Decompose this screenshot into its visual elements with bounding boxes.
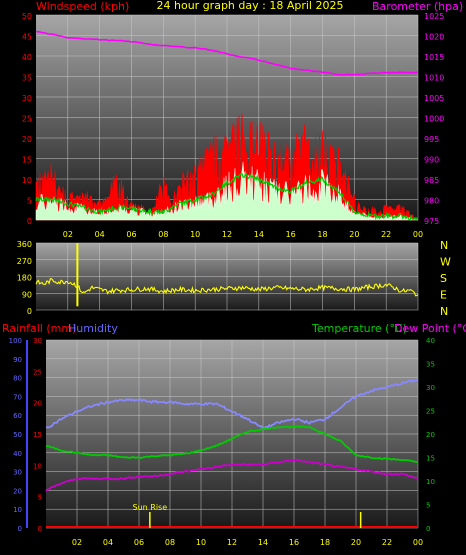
temp-x-tick: 10	[196, 538, 206, 547]
humidity-y-tick: 80	[13, 375, 22, 383]
temp-y-tick: 25	[426, 408, 435, 416]
temp-y-tick: 0	[426, 525, 430, 533]
baro-y-tick: 985	[424, 176, 439, 185]
temp-x-tick: 08	[165, 538, 175, 547]
temp-x-tick: 16	[289, 538, 299, 547]
temp-x-tick: 04	[103, 538, 113, 547]
temp-x-tick: 20	[351, 538, 361, 547]
wind-x-tick: 16	[286, 230, 296, 239]
temperature-series	[45, 425, 419, 464]
wind-x-tick: 00	[413, 230, 423, 239]
wind-y-tick: 30	[22, 94, 32, 103]
humidity-y-tick: 90	[13, 356, 22, 364]
wind-x-tick: 20	[349, 230, 359, 239]
wind-y-tick: 50	[22, 12, 32, 21]
windspeed-label: Windspeed (kph)	[36, 0, 129, 13]
humidity-y-tick: 40	[13, 450, 22, 458]
rain-y-tick: 0	[38, 525, 42, 533]
compass-label: N	[440, 239, 448, 252]
wind-x-tick: 10	[190, 230, 200, 239]
rain-y-tick: 5	[38, 494, 42, 502]
rainfall-label: Rainfall (mm)	[2, 322, 76, 335]
dir-y-tick: 270	[17, 257, 32, 266]
temp-y-tick: 40	[426, 337, 435, 345]
wind-y-tick: 20	[22, 135, 32, 144]
graph-title: 24 hour graph day : 18 April 2025	[157, 0, 344, 12]
wind-x-tick: 04	[95, 230, 105, 239]
wind-x-tick: 22	[381, 230, 391, 239]
wind-x-tick: 14	[254, 230, 264, 239]
humidity-series	[45, 378, 419, 431]
wind-y-tick: 10	[22, 176, 32, 185]
barometer-series	[35, 30, 419, 76]
baro-y-tick: 975	[424, 217, 439, 226]
wind-x-tick: 06	[126, 230, 136, 239]
wind-x-tick: 02	[63, 230, 73, 239]
rain-y-tick: 15	[33, 431, 42, 439]
dewpoint-series	[45, 458, 419, 492]
wind-direction-series	[35, 278, 419, 297]
dir-y-tick: 180	[17, 274, 32, 283]
wind-y-tick: 45	[22, 33, 32, 42]
temp-x-tick: 12	[227, 538, 237, 547]
dir-y-tick: 90	[22, 290, 32, 299]
baro-y-tick: 1005	[424, 94, 444, 103]
wind-low-fill	[35, 161, 419, 221]
baro-y-tick: 1015	[424, 53, 444, 62]
humidity-y-tick: 20	[13, 487, 22, 495]
temp-x-tick: 22	[382, 538, 392, 547]
temp-y-tick: 30	[426, 384, 435, 392]
avg-wind-series	[35, 172, 419, 222]
baro-y-tick: 990	[424, 156, 439, 165]
compass-label: N	[440, 305, 448, 318]
barometer-label: Barometer (hpa)	[372, 0, 463, 13]
dewpoint-label: Dew Point (°C)	[394, 322, 466, 335]
temp-x-tick: 02	[72, 538, 82, 547]
temp-x-tick: 06	[134, 538, 144, 547]
baro-y-tick: 995	[424, 135, 439, 144]
compass-label: S	[440, 272, 447, 285]
temperature-label: Temperature (°C)	[311, 322, 407, 335]
baro-y-tick: 980	[424, 197, 439, 206]
rain-y-tick: 30	[33, 337, 42, 345]
humidity-y-tick: 100	[9, 337, 22, 345]
compass-label: W	[440, 256, 451, 269]
temp-x-tick: 18	[320, 538, 330, 547]
baro-y-tick: 1010	[424, 74, 444, 83]
wind-y-tick: 40	[22, 53, 32, 62]
temp-y-tick: 35	[426, 361, 435, 369]
wind-x-tick: 12	[222, 230, 232, 239]
baro-y-tick: 1000	[424, 115, 444, 124]
rain-y-tick: 10	[33, 462, 42, 470]
humidity-label: Humidity	[68, 322, 118, 335]
wind-y-tick: 5	[27, 197, 32, 206]
wind-y-tick: 15	[22, 156, 32, 165]
rain-y-tick: 25	[33, 368, 42, 376]
humidity-y-tick: 50	[13, 431, 22, 439]
temp-y-tick: 5	[426, 502, 430, 510]
sunrise-label: Sun Rise	[133, 503, 168, 512]
wind-x-tick: 08	[158, 230, 168, 239]
wind-y-tick: 25	[22, 115, 32, 124]
wind-y-tick: 35	[22, 74, 32, 83]
baro-y-tick: 1025	[424, 12, 444, 21]
humidity-y-tick: 0	[18, 525, 22, 533]
compass-label: E	[440, 289, 447, 302]
temp-y-tick: 20	[426, 431, 435, 439]
temp-y-tick: 10	[426, 478, 435, 486]
baro-y-tick: 1020	[424, 33, 444, 42]
humidity-y-tick: 70	[13, 393, 22, 401]
dir-y-tick: 360	[17, 240, 32, 249]
humidity-y-tick: 60	[13, 412, 22, 420]
humidity-y-tick: 10	[13, 506, 22, 514]
wind-x-tick: 18	[317, 230, 327, 239]
temp-x-tick: 14	[258, 538, 268, 547]
dir-y-tick: 0	[27, 307, 32, 316]
wind-y-tick: 0	[27, 217, 32, 226]
rain-y-tick: 20	[33, 400, 42, 408]
humidity-y-tick: 30	[13, 469, 22, 477]
temp-y-tick: 15	[426, 455, 435, 463]
temp-x-tick: 00	[413, 538, 423, 547]
